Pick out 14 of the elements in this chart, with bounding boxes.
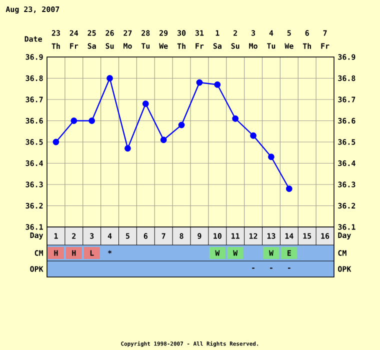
point <box>178 122 185 128</box>
point <box>232 115 239 122</box>
point <box>196 79 203 86</box>
point <box>70 118 78 124</box>
point <box>124 145 131 152</box>
point <box>52 138 60 146</box>
point <box>214 81 221 88</box>
point <box>142 100 149 107</box>
point <box>160 136 167 144</box>
point <box>88 118 96 124</box>
point <box>106 75 113 82</box>
point <box>286 186 292 192</box>
point <box>250 132 256 139</box>
point <box>268 154 274 160</box>
